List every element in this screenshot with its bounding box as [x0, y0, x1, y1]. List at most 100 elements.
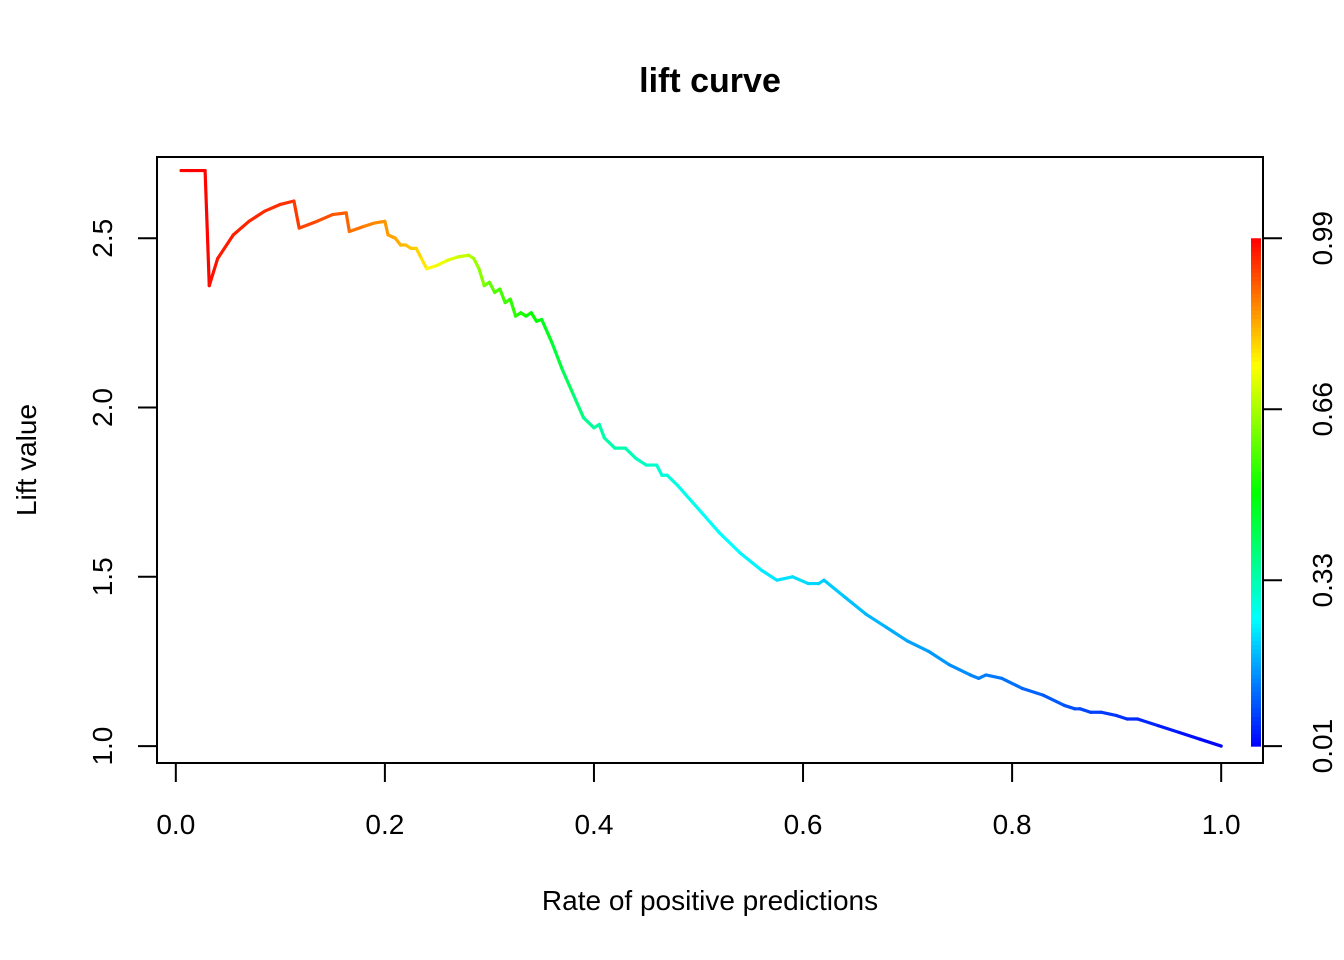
- cutoff-colorbar: [1251, 238, 1261, 747]
- colorbar-band: [1251, 568, 1261, 574]
- colorbar-band: [1251, 365, 1261, 371]
- curve-segment: [472, 256, 481, 271]
- colorbar-band: [1251, 644, 1261, 650]
- curve-segment: [623, 446, 638, 460]
- colorbar-band: [1251, 631, 1261, 637]
- colorbar-band: [1251, 682, 1261, 688]
- curve-segment: [331, 211, 348, 217]
- colorbar-band: [1251, 483, 1261, 489]
- colorbar-band: [1251, 572, 1261, 578]
- curve-segment: [926, 649, 951, 667]
- colorbar-band: [1251, 449, 1261, 455]
- curve-segment: [456, 253, 471, 259]
- curve-segment: [508, 297, 518, 318]
- colorbar-band: [1251, 547, 1261, 553]
- colorbar-band: [1251, 500, 1261, 506]
- x-tick-label: 1.0: [1202, 809, 1241, 840]
- colorbar-band: [1251, 640, 1261, 646]
- colorbar-band: [1251, 729, 1261, 734]
- curve-segment: [665, 473, 680, 487]
- colorbar-band: [1251, 314, 1261, 320]
- colorbar-band: [1251, 403, 1261, 409]
- curve-segment: [696, 507, 722, 535]
- curve-segment: [540, 317, 554, 345]
- colorbar-band: [1251, 479, 1261, 485]
- colorbar-band: [1251, 669, 1261, 675]
- colorbar-band: [1251, 648, 1261, 654]
- x-tick-label: 0.0: [156, 809, 195, 840]
- curve-segment: [602, 436, 617, 450]
- colorbar-band: [1251, 492, 1261, 497]
- curve-segment: [717, 531, 742, 555]
- colorbar-band: [1251, 691, 1261, 696]
- colorbar-band: [1251, 424, 1261, 430]
- colorbar-band: [1251, 441, 1261, 447]
- x-axis-label: Rate of positive predictions: [542, 885, 878, 916]
- colorbar-tick-label: 0.99: [1307, 211, 1338, 266]
- colorbar-band: [1251, 597, 1261, 603]
- colorbar-band: [1251, 496, 1261, 502]
- colorbar-band: [1251, 394, 1261, 400]
- colorbar-band: [1251, 674, 1261, 679]
- colorbar-band: [1251, 399, 1261, 404]
- curve-segment: [822, 578, 847, 599]
- colorbar-band: [1251, 289, 1261, 294]
- curve-segment: [864, 612, 889, 630]
- curve-segment: [790, 575, 810, 586]
- curve-segment: [1000, 676, 1025, 691]
- colorbar-band: [1251, 242, 1261, 248]
- colorbar-band: [1251, 305, 1261, 311]
- curve-segment: [446, 255, 460, 262]
- colorbar-band: [1251, 246, 1261, 252]
- colorbar-band: [1251, 695, 1261, 701]
- colorbar-band: [1251, 610, 1261, 616]
- colorbar-band: [1251, 272, 1261, 277]
- colorbar-band: [1251, 352, 1261, 358]
- colorbar-band: [1251, 471, 1261, 476]
- colorbar-band: [1251, 250, 1261, 256]
- curve-segment: [1198, 737, 1223, 748]
- colorbar-band: [1251, 432, 1261, 438]
- colorbar-band: [1251, 619, 1261, 624]
- colorbar-band: [1251, 665, 1261, 671]
- curve-segment: [1020, 686, 1046, 697]
- curve-segment: [297, 219, 319, 230]
- curve-segment: [292, 199, 301, 230]
- colorbar-band: [1251, 534, 1261, 540]
- curve-segment: [581, 416, 596, 430]
- colorbar-band: [1251, 509, 1261, 514]
- curve-segment: [905, 639, 931, 653]
- colorbar-band: [1251, 602, 1261, 608]
- curve-segment: [414, 246, 424, 261]
- colorbar-band: [1251, 581, 1261, 586]
- colorbar-band: [1251, 356, 1261, 362]
- colorbar-band: [1251, 627, 1261, 633]
- y-tick-label: 2.0: [87, 388, 118, 427]
- colorbar-band: [1251, 699, 1261, 705]
- colorbar-band: [1251, 555, 1261, 561]
- curve-segment: [263, 202, 282, 213]
- colorbar-band: [1251, 559, 1261, 565]
- colorbar-band: [1251, 593, 1261, 599]
- colorbar-band: [1251, 712, 1261, 718]
- curve-segment: [344, 211, 351, 234]
- colorbar-tick-label: 0.33: [1307, 553, 1338, 608]
- colorbar-axis: 0.01 0.33 0.66 0.99: [1262, 211, 1338, 773]
- colorbar-band: [1251, 255, 1261, 261]
- colorbar-band: [1251, 454, 1261, 459]
- colorbar-band: [1251, 280, 1261, 286]
- colorbar-band: [1251, 373, 1261, 379]
- curve-segment: [597, 422, 607, 440]
- curve-segment: [203, 168, 211, 288]
- colorbar-band: [1251, 339, 1261, 345]
- colorbar-band: [1251, 348, 1261, 354]
- colorbar-band: [1251, 526, 1261, 531]
- x-tick-label: 0.4: [574, 809, 613, 840]
- colorbar-band: [1251, 530, 1261, 536]
- curve-segment: [1115, 713, 1129, 721]
- colorbar-band: [1251, 458, 1261, 464]
- y-tick-label: 1.0: [87, 727, 118, 766]
- colorbar-band: [1251, 386, 1261, 392]
- colorbar-band: [1251, 360, 1261, 366]
- colorbar-band: [1251, 707, 1261, 713]
